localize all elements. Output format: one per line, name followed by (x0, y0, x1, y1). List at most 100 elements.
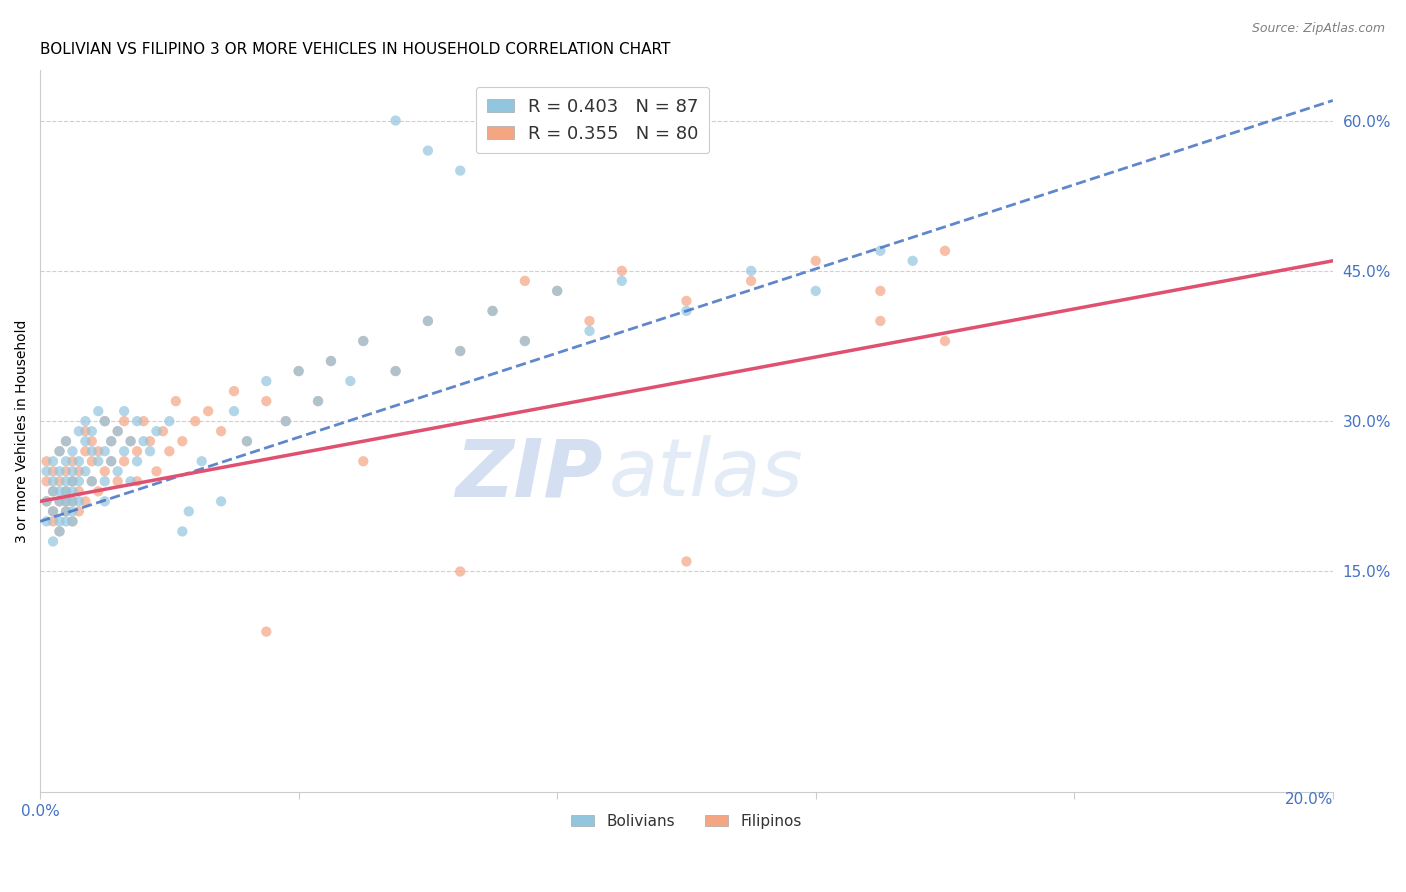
Point (125, 475, 148, 489)
Point (42, 515, 65, 529)
Point (352, 334, 374, 348)
Point (93, 464, 115, 478)
Point (254, 624, 277, 639)
Point (222, 404, 245, 418)
Point (87, 444, 110, 458)
Point (209, 494, 232, 508)
Point (145, 464, 167, 478)
Point (112, 444, 135, 458)
Point (55, 434, 77, 449)
Point (177, 504, 200, 518)
Point (112, 454, 135, 468)
Point (139, 444, 162, 458)
Point (132, 414, 155, 428)
Point (513, 274, 536, 288)
Point (67, 504, 90, 518)
Point (42, 475, 65, 489)
Point (934, 244, 956, 258)
Point (87, 454, 110, 468)
Point (80, 454, 103, 468)
Point (48, 494, 70, 508)
Point (157, 444, 180, 458)
Point (513, 334, 536, 348)
Point (35, 494, 58, 508)
Point (339, 374, 361, 388)
Point (578, 314, 600, 328)
Point (42, 484, 65, 499)
Point (42, 534, 65, 549)
Point (120, 434, 142, 449)
Point (740, 274, 762, 288)
Point (481, 304, 503, 318)
Point (901, 253, 924, 268)
Point (197, 404, 219, 418)
Point (254, 394, 277, 409)
Point (546, 284, 568, 298)
Point (869, 314, 891, 328)
Point (145, 424, 167, 438)
Point (48, 444, 70, 458)
Text: Source: ZipAtlas.com: Source: ZipAtlas.com (1251, 22, 1385, 36)
Point (157, 414, 180, 428)
Point (287, 364, 309, 378)
Point (87, 484, 110, 499)
Point (87, 404, 110, 418)
Point (100, 454, 122, 468)
Point (125, 454, 148, 468)
Point (416, 144, 439, 158)
Point (67, 454, 90, 468)
Point (55, 464, 77, 478)
Point (55, 454, 77, 468)
Point (274, 414, 297, 428)
Point (62, 454, 84, 468)
Point (152, 424, 174, 438)
Point (48, 524, 70, 539)
Point (67, 475, 90, 489)
Point (384, 364, 406, 378)
Point (120, 475, 142, 489)
Point (35, 494, 58, 508)
Point (236, 434, 259, 449)
Point (62, 515, 84, 529)
Point (184, 414, 207, 428)
Point (190, 454, 212, 468)
Point (62, 494, 84, 508)
Point (35, 515, 58, 529)
Point (75, 414, 97, 428)
Point (42, 464, 65, 478)
Point (319, 354, 342, 368)
Point (112, 404, 135, 418)
Point (120, 434, 142, 449)
Point (513, 334, 536, 348)
Point (675, 304, 697, 318)
Point (610, 274, 633, 288)
Point (222, 384, 245, 398)
Point (307, 394, 329, 409)
Point (307, 394, 329, 409)
Point (209, 424, 232, 438)
Point (75, 424, 97, 438)
Point (352, 334, 374, 348)
Point (132, 434, 155, 449)
Point (93, 414, 115, 428)
Point (80, 444, 103, 458)
Point (55, 434, 77, 449)
Point (55, 475, 77, 489)
Point (75, 494, 97, 508)
Point (125, 414, 148, 428)
Legend: Bolivians, Filipinos: Bolivians, Filipinos (565, 807, 808, 835)
Point (35, 454, 58, 468)
Point (449, 344, 471, 359)
Point (55, 504, 77, 518)
Point (481, 304, 503, 318)
Y-axis label: 3 or more Vehicles in Household: 3 or more Vehicles in Household (15, 319, 30, 543)
Point (48, 484, 70, 499)
Point (93, 444, 115, 458)
Point (48, 515, 70, 529)
Point (165, 394, 187, 409)
Point (869, 244, 891, 258)
Point (675, 554, 697, 568)
Point (236, 434, 259, 449)
Text: BOLIVIAN VS FILIPINO 3 OR MORE VEHICLES IN HOUSEHOLD CORRELATION CHART: BOLIVIAN VS FILIPINO 3 OR MORE VEHICLES … (41, 42, 671, 57)
Point (62, 494, 84, 508)
